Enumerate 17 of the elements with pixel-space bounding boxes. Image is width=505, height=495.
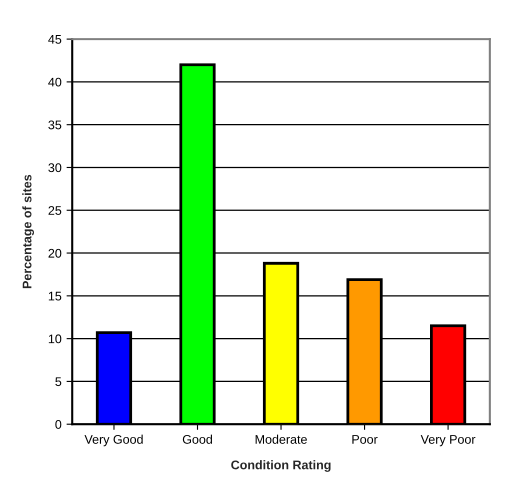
y-tick-label: 35 (48, 120, 62, 130)
y-tick-label: 40 (48, 78, 62, 87)
y-tick-label: 5 (55, 377, 62, 386)
y-tick-label: 10 (48, 334, 62, 344)
x-tick-label: Moderate (256, 434, 307, 444)
y-tick-label: 30 (48, 163, 62, 172)
x-tick-label: Poor (352, 435, 378, 444)
x-tick-label: Good (182, 434, 212, 444)
y-tick-label: 25 (48, 206, 62, 215)
x-tick-label: Very Good (84, 434, 143, 446)
y-axis-title: Percentage of sites (22, 174, 34, 288)
x-axis-title: Condition Rating (231, 460, 331, 472)
y-tick-label: 45 (48, 35, 62, 44)
y-tick-label: 15 (48, 292, 62, 300)
y-tick-label: 20 (48, 248, 62, 258)
x-tick-label: Very Poor (420, 435, 476, 446)
y-tick-label: 0 (55, 420, 62, 429)
